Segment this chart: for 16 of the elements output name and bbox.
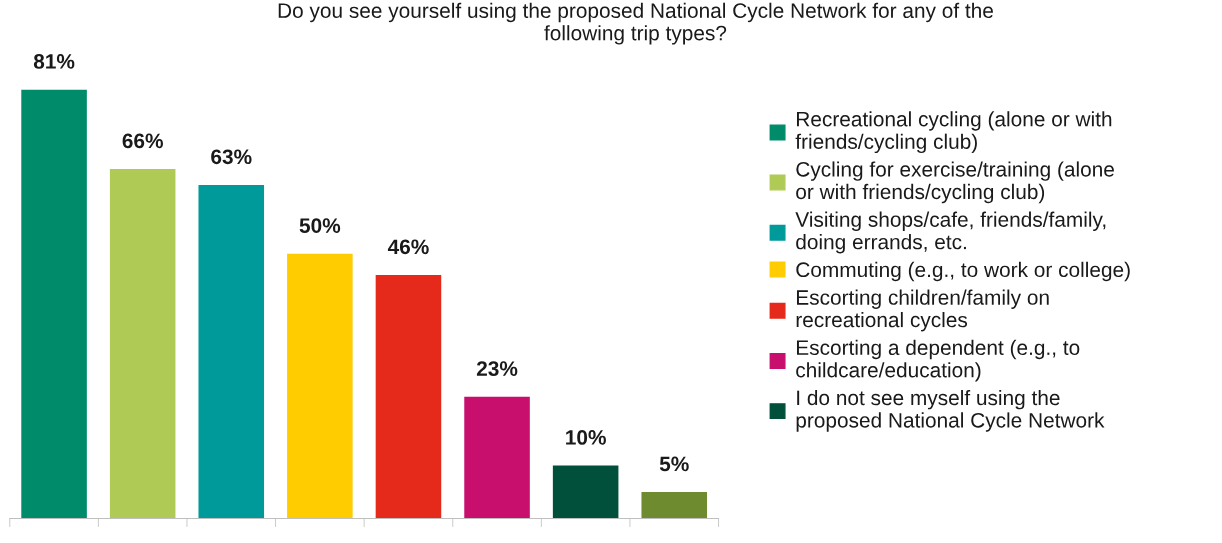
legend-label: Visiting shops/cafe, friends/family, doing errands, etc. — [795, 211, 1106, 254]
data-label: 66% — [122, 133, 163, 149]
data-label: 23% — [476, 361, 518, 376]
data-label: 10% — [566, 430, 606, 445]
data-label: 46% — [387, 239, 429, 255]
data-label: 5% — [659, 456, 689, 472]
legend-label: Cycling for exercise/training (alone or with friends/cycling club) — [796, 161, 1114, 204]
legend-label: Escorting a dependent (e.g., to childcare/education) — [796, 339, 1080, 382]
data-label: 63% — [211, 149, 252, 165]
legend-label: Escorting children/family on recreational cycles — [796, 289, 1049, 332]
legend-label: Commuting (e.g., to work or college) — [796, 261, 1130, 282]
data-label: 81% — [33, 54, 75, 69]
chart-title: Do you see yourself using the proposed National Cycle Network for any of the following trip types? — [278, 2, 993, 45]
data-label: 50% — [299, 218, 341, 233]
legend-label: Recreational cycling (alone or with friends/cycling club) — [795, 111, 1112, 154]
legend-label: I do not see myself using the proposed National Cycle Network — [796, 389, 1105, 432]
